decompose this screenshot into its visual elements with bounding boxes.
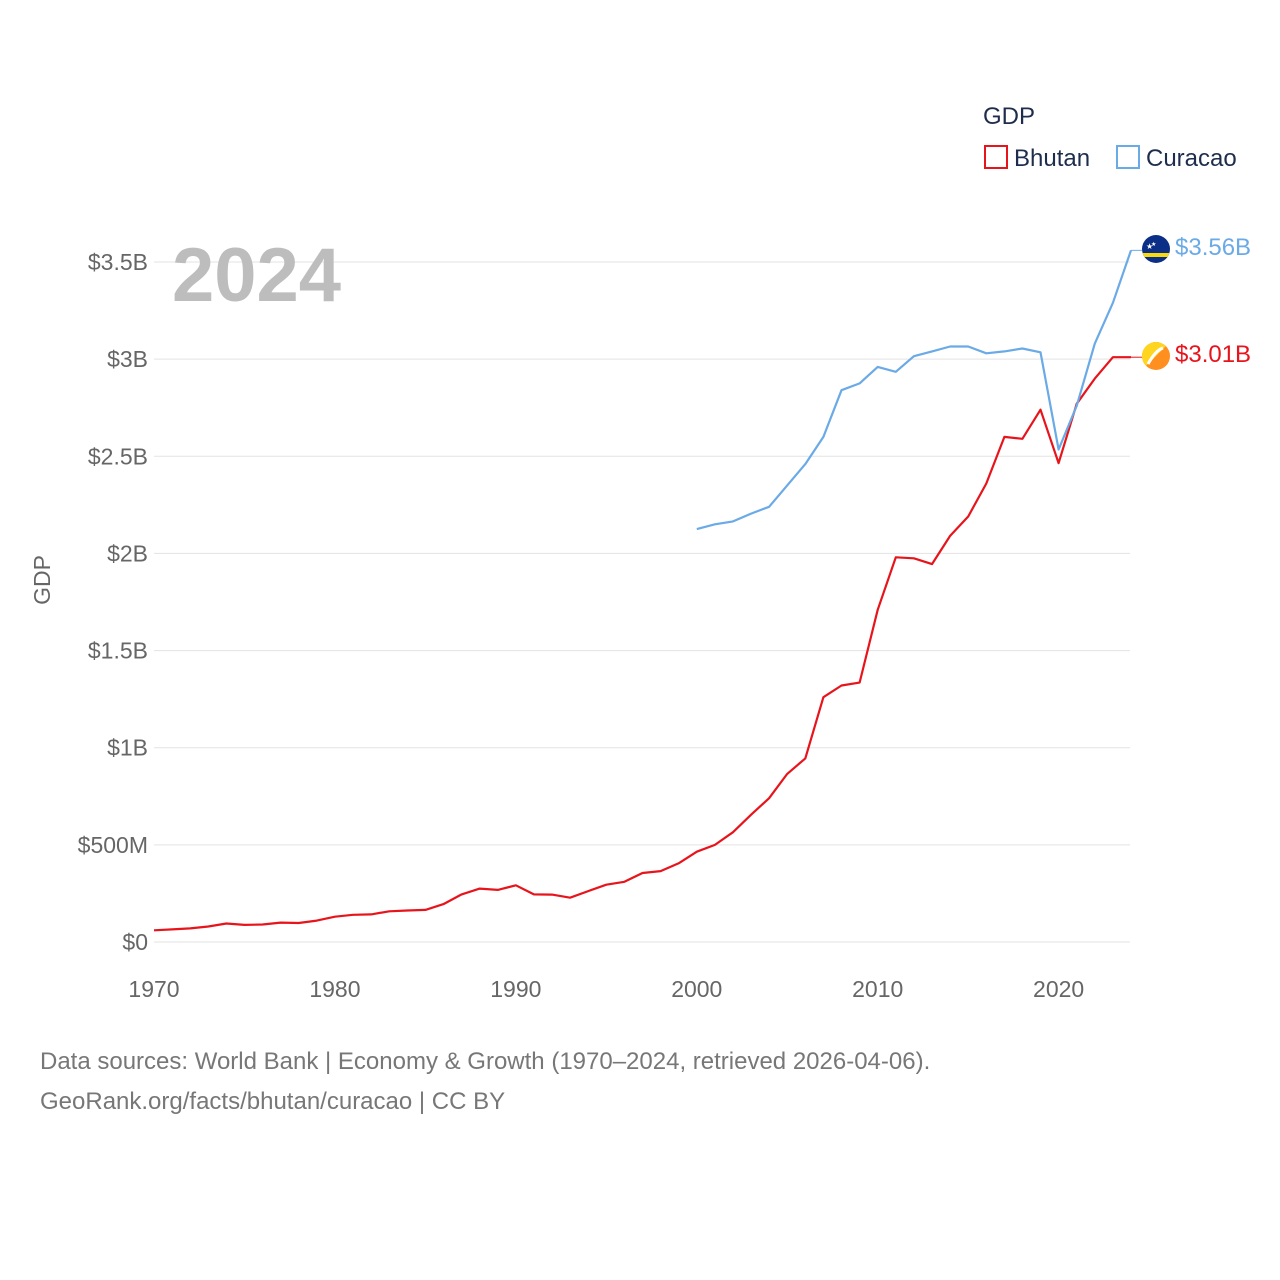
end-label-bhutan: $3.01B [1175,341,1251,368]
end-markers [1131,249,1142,358]
y-tick-label: $2B [107,540,148,566]
y-tick-label: $0 [122,929,148,955]
legend-label-curacao: Curacao [1146,145,1237,172]
y-tick-label: $1B [107,735,148,761]
y-tick-label: $3.5B [88,249,148,275]
series-lines [153,249,1133,932]
year-label: 2024 [172,233,341,318]
curacao-flag-icon: ★ ★ [1142,235,1170,263]
end-label-curacao: $3.56B [1175,234,1251,261]
x-axis-ticks: 1970 1980 1990 2000 2010 2020 [128,976,1084,1002]
grid-lines [154,261,1130,943]
y-tick-label: $1.5B [88,638,148,664]
svg-text:★: ★ [1146,242,1153,251]
legend-label-bhutan: Bhutan [1014,145,1090,172]
x-tick-label: 1990 [490,976,541,1002]
bhutan-flag-icon [1142,342,1170,370]
y-axis-title: GDP [29,555,55,605]
series-line-bhutan [153,356,1131,932]
y-tick-label: $500M [78,832,148,858]
x-tick-label: 2020 [1033,976,1084,1002]
legend-swatch-curacao [1116,145,1140,169]
legend-title: GDP [983,103,1035,130]
footer: Data sources: World Bank | Economy & Gro… [40,1042,930,1122]
legend: GDP Bhutan Curacao [983,103,1237,172]
x-tick-label: 1980 [309,976,360,1002]
x-tick-label: 2000 [671,976,722,1002]
x-tick-label: 2010 [852,976,903,1002]
y-axis-ticks: $0 $500M $1B $1.5B $2B $2.5B $3B $3.5B [78,249,148,955]
footer-sources: Data sources: World Bank | Economy & Gro… [40,1048,931,1075]
y-tick-label: $3B [107,346,148,372]
svg-text:★: ★ [1151,241,1156,248]
y-tick-label: $2.5B [88,443,148,469]
x-tick-label: 1970 [128,976,179,1002]
footer-credit: GeoRank.org/facts/bhutan/curacao | CC BY [40,1088,506,1115]
series-line-curacao [696,249,1133,531]
legend-swatch-bhutan [984,145,1008,169]
